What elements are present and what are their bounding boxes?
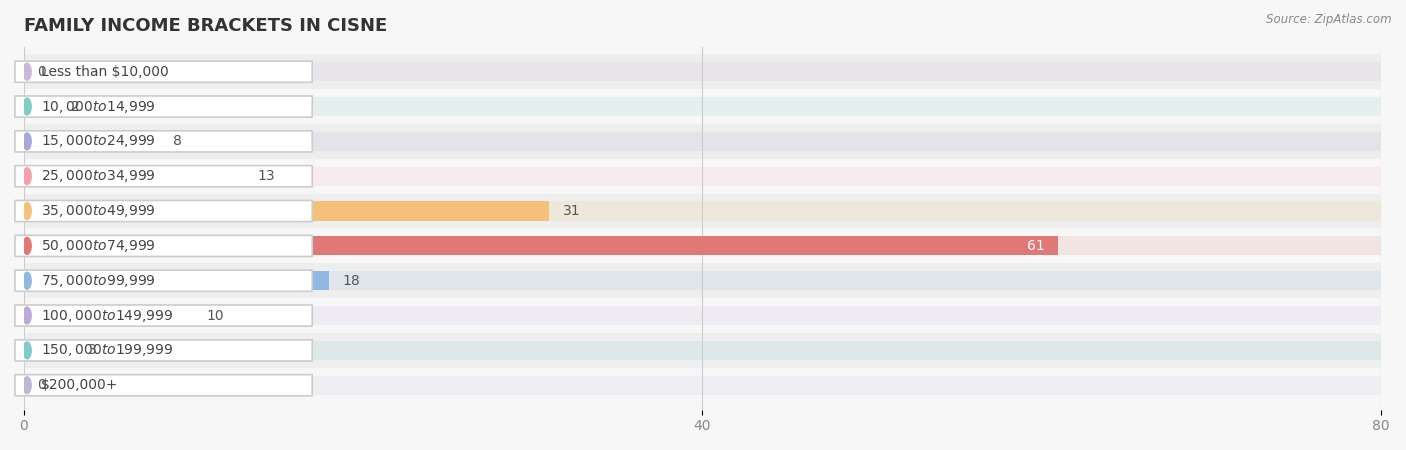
Bar	[24, 132, 159, 151]
FancyBboxPatch shape	[15, 61, 312, 82]
Bar	[24, 376, 1381, 395]
Bar	[24, 341, 1381, 360]
Text: FAMILY INCOME BRACKETS IN CISNE: FAMILY INCOME BRACKETS IN CISNE	[24, 17, 387, 35]
Circle shape	[22, 168, 31, 184]
Text: 61: 61	[1026, 239, 1045, 253]
Circle shape	[22, 98, 31, 115]
Bar	[0, 54, 1406, 89]
FancyBboxPatch shape	[15, 96, 312, 117]
FancyBboxPatch shape	[15, 375, 312, 396]
Bar	[24, 271, 1381, 290]
Text: Less than $10,000: Less than $10,000	[41, 65, 169, 79]
Text: $200,000+: $200,000+	[41, 378, 118, 392]
Circle shape	[22, 272, 31, 289]
FancyBboxPatch shape	[15, 270, 312, 291]
Bar	[24, 306, 193, 325]
Bar	[24, 271, 329, 290]
Text: $15,000 to $24,999: $15,000 to $24,999	[41, 133, 156, 149]
Bar	[24, 166, 245, 186]
Circle shape	[22, 133, 31, 150]
Circle shape	[22, 238, 31, 254]
Bar	[24, 341, 75, 360]
Text: 2: 2	[72, 99, 80, 113]
Text: $25,000 to $34,999: $25,000 to $34,999	[41, 168, 156, 184]
Circle shape	[22, 63, 31, 80]
Text: 10: 10	[207, 309, 225, 323]
Bar	[0, 89, 1406, 124]
Bar	[0, 263, 1406, 298]
Bar	[0, 298, 1406, 333]
Bar	[24, 306, 1381, 325]
Text: 0: 0	[37, 378, 46, 392]
Bar	[24, 341, 75, 360]
Circle shape	[22, 342, 31, 359]
Text: 18: 18	[343, 274, 360, 288]
Text: 13: 13	[257, 169, 276, 183]
Bar	[24, 62, 1381, 81]
Bar	[0, 229, 1406, 263]
Bar	[24, 97, 1381, 116]
Text: $100,000 to $149,999: $100,000 to $149,999	[41, 307, 173, 324]
FancyBboxPatch shape	[15, 235, 312, 256]
Bar	[24, 97, 58, 116]
Bar	[24, 306, 193, 325]
Bar	[24, 271, 329, 290]
Text: $35,000 to $49,999: $35,000 to $49,999	[41, 203, 156, 219]
Bar	[24, 97, 58, 116]
Bar	[0, 368, 1406, 403]
FancyBboxPatch shape	[15, 340, 312, 361]
Circle shape	[22, 377, 31, 394]
Bar	[24, 236, 1381, 256]
Text: 0: 0	[37, 65, 46, 79]
Bar	[24, 202, 550, 220]
Bar	[24, 132, 1381, 151]
Bar	[0, 194, 1406, 229]
Text: $50,000 to $74,999: $50,000 to $74,999	[41, 238, 156, 254]
Bar	[0, 159, 1406, 194]
Circle shape	[22, 307, 31, 324]
Text: $150,000 to $199,999: $150,000 to $199,999	[41, 342, 173, 358]
Text: 8: 8	[173, 135, 181, 148]
Text: Source: ZipAtlas.com: Source: ZipAtlas.com	[1267, 14, 1392, 27]
Bar	[24, 132, 159, 151]
Bar	[24, 202, 1381, 220]
Text: $10,000 to $14,999: $10,000 to $14,999	[41, 99, 156, 115]
Bar	[0, 333, 1406, 368]
Text: 3: 3	[89, 343, 97, 357]
Circle shape	[22, 202, 31, 220]
Bar	[24, 166, 1381, 186]
Bar	[24, 166, 245, 186]
Bar	[24, 202, 550, 220]
Text: 31: 31	[562, 204, 581, 218]
Bar	[0, 124, 1406, 159]
FancyBboxPatch shape	[15, 166, 312, 187]
Text: $75,000 to $99,999: $75,000 to $99,999	[41, 273, 156, 289]
Bar	[24, 236, 1059, 256]
FancyBboxPatch shape	[15, 305, 312, 326]
Bar	[24, 236, 1059, 256]
FancyBboxPatch shape	[15, 200, 312, 222]
FancyBboxPatch shape	[15, 131, 312, 152]
